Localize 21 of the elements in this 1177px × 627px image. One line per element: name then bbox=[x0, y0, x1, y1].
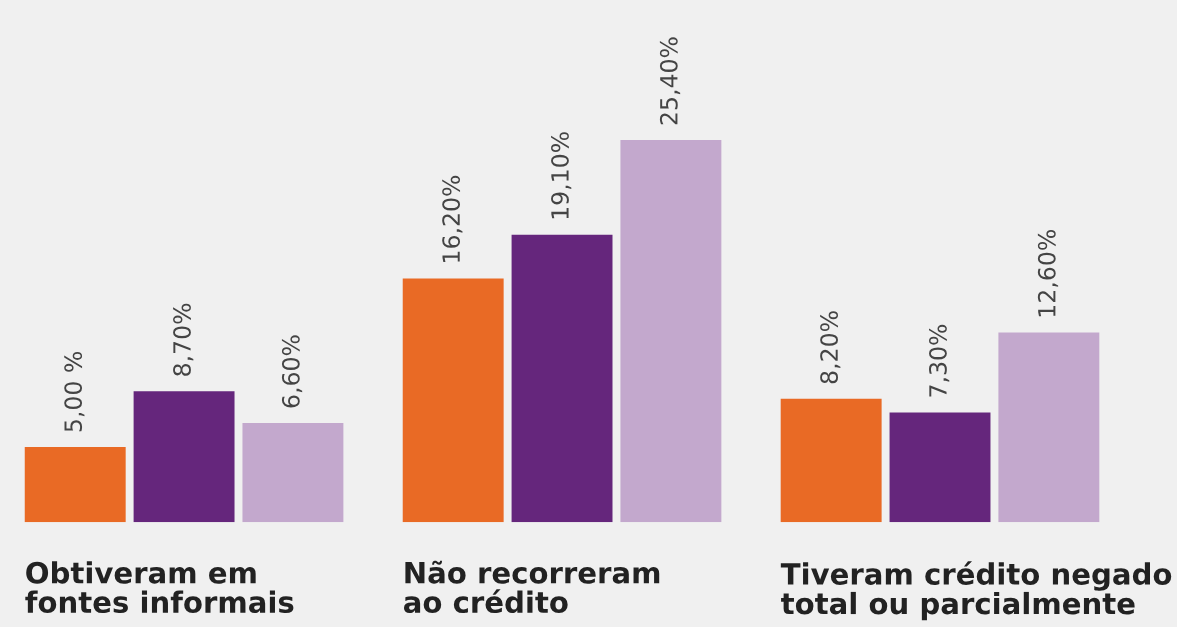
data-label: 5,00 % bbox=[64, 351, 85, 432]
bar bbox=[620, 139, 722, 523]
bar bbox=[511, 234, 613, 523]
bar bbox=[889, 412, 991, 523]
data-label: 7,30% bbox=[929, 324, 950, 397]
x-tick-label: Não recorreram ao crédito bbox=[403, 560, 660, 614]
x-tick-label: Obtiveram em fontes informais bbox=[25, 561, 294, 614]
data-label: 16,20% bbox=[442, 175, 463, 262]
data-label: 6,60% bbox=[281, 335, 303, 408]
bar bbox=[242, 422, 344, 523]
data-label: 25,40% bbox=[659, 37, 681, 125]
bar bbox=[24, 447, 126, 523]
x-tick-label: Tiveram crédito negado total ou parcialmente bbox=[780, 561, 1172, 621]
data-label: 8,70% bbox=[173, 303, 194, 376]
data-label: 19,10% bbox=[551, 132, 572, 219]
bar bbox=[780, 398, 882, 523]
data-label: 12,60% bbox=[1037, 230, 1059, 317]
data-label: 8,20% bbox=[820, 311, 841, 384]
bar bbox=[998, 332, 1100, 523]
bar bbox=[402, 278, 504, 523]
bar bbox=[133, 391, 235, 523]
